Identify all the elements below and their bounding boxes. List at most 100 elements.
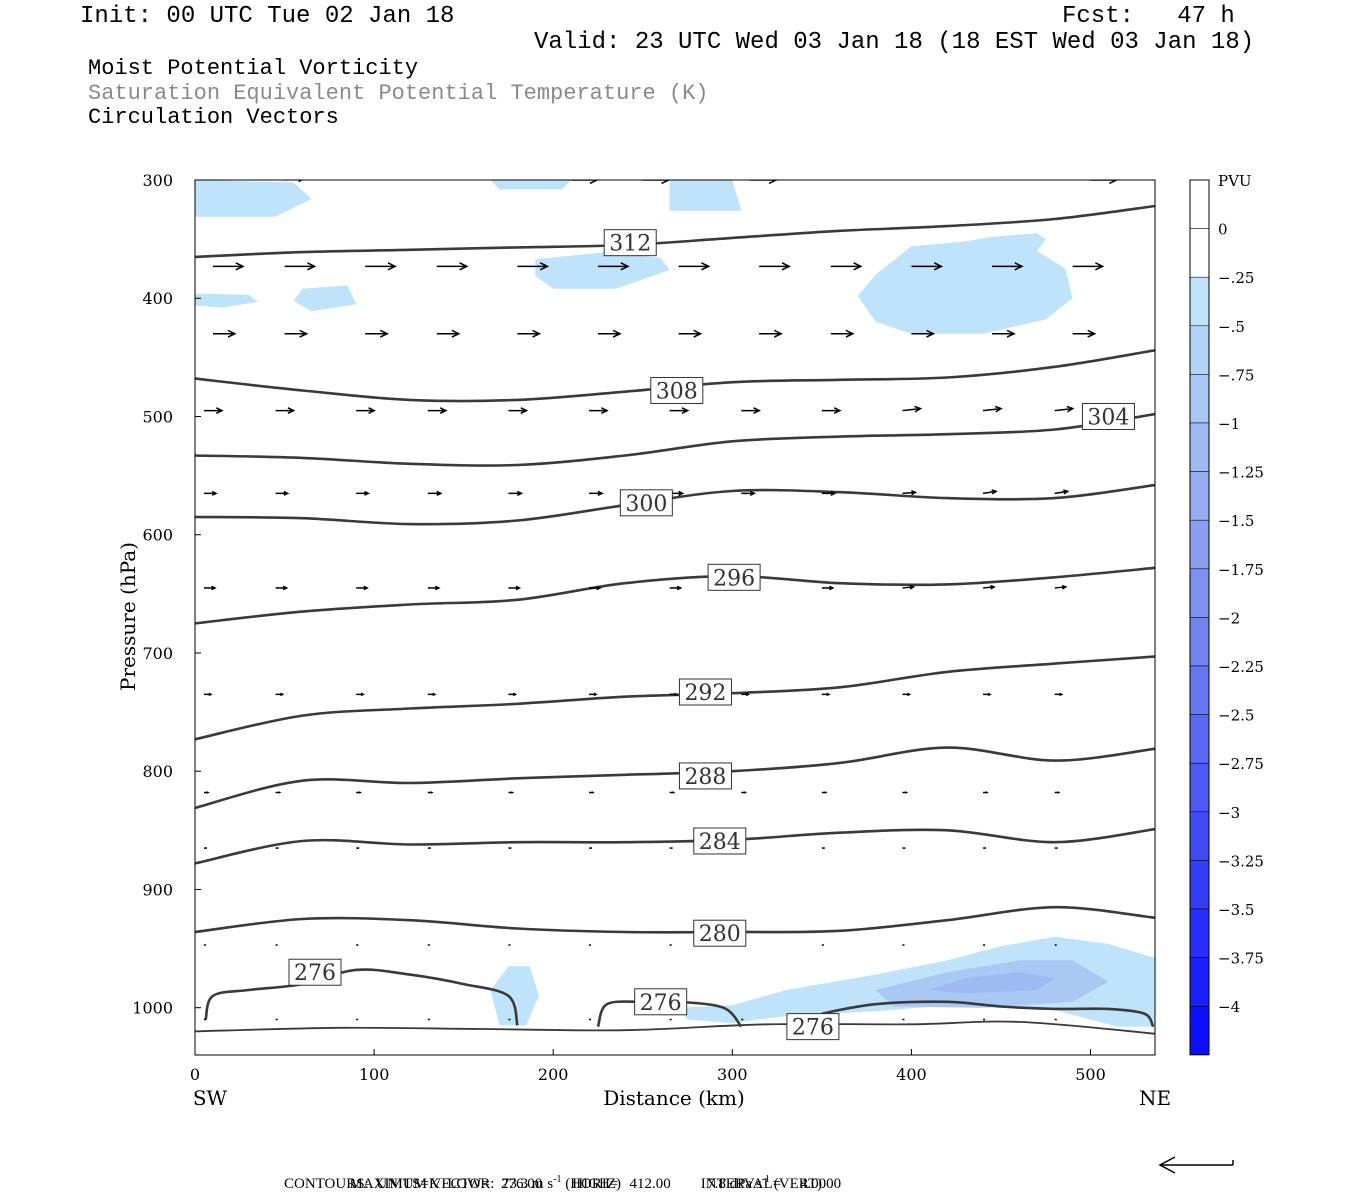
colorbar-swatch	[1189, 228, 1210, 278]
colorbar-swatch	[1189, 519, 1210, 570]
vector-arrow	[759, 262, 791, 271]
colorbar-border	[1189, 179, 1210, 1056]
vector-arrow	[902, 692, 912, 697]
title-theta-es: Saturation Equivalent Potential Temperat…	[88, 81, 709, 106]
contour-288	[195, 746, 1155, 810]
colorbar-swatch	[1189, 179, 1210, 229]
vector-arrow	[821, 490, 837, 496]
vector-arrow	[356, 407, 376, 414]
contour-label-text: 296	[713, 566, 755, 591]
theta-contours	[195, 204, 1155, 1035]
colorbar-swatch	[1189, 568, 1210, 618]
plot-frame	[194, 179, 1156, 1056]
vector-arrow	[427, 791, 434, 794]
colorbar-tick-label: −1.5	[1218, 512, 1254, 530]
contour-label-280: 280	[693, 919, 747, 947]
reference-vector-head	[1158, 1156, 1176, 1174]
colorbar-swatch	[1189, 325, 1210, 375]
vector-arrow	[1072, 329, 1097, 338]
contour-label-text: 276	[640, 991, 682, 1016]
colorbar-tick-label: −1	[1218, 415, 1240, 433]
pv-colorbar: PVU 0 −.25 −.5 −.75 −1 −1.25 −1.5 −1.75 −2 −2.25 −2…	[1189, 172, 1264, 1056]
vector-arrow	[571, 180, 599, 185]
vector-arrow	[589, 791, 595, 794]
vector-arrow	[203, 407, 224, 414]
contour-label-text: 308	[656, 379, 698, 404]
colorbar-swatch	[1189, 762, 1210, 813]
vector-arrow	[983, 791, 989, 794]
colorbar-tick-label: −1.25	[1218, 464, 1264, 482]
endpoint-ne: NE	[1139, 1086, 1171, 1110]
vector-arrow	[517, 262, 550, 271]
vector-arrow	[212, 329, 237, 338]
vector-arrow	[365, 329, 389, 338]
vector-arrow	[669, 407, 690, 414]
contour-label-312: 312	[603, 229, 657, 257]
vector-arrow	[1054, 791, 1061, 794]
contour-label-284: 284	[693, 827, 747, 855]
contour-label-text: 276	[294, 961, 336, 986]
circulation-vectors	[203, 180, 1119, 1021]
y-tick-label: 1000	[132, 999, 173, 1018]
colorbar-swatch	[1189, 714, 1210, 764]
vector-arrow	[356, 585, 369, 591]
vector-arrow	[741, 692, 750, 697]
title-circulation: Circulation Vectors	[88, 105, 339, 130]
contour-label-288: 288	[678, 762, 732, 790]
contour-label-300: 300	[619, 489, 673, 517]
vector-arrow	[1054, 489, 1070, 495]
colorbar-unit: PVU	[1218, 172, 1252, 190]
colorbar-swatch	[1189, 374, 1210, 424]
vector-arrow	[508, 407, 529, 414]
vector-arrow	[992, 329, 1016, 338]
x-axis-label: Distance (km)	[603, 1086, 745, 1110]
contour-304	[195, 412, 1155, 467]
contour-276-segment-0	[204, 968, 519, 1026]
colorbar-swatch	[1189, 665, 1210, 715]
vector-arrow	[517, 329, 542, 338]
contours-info: CONTOURS: UNITS=K LOW= 276.00 HIGH= 412.…	[284, 1176, 842, 1192]
vector-arrow	[669, 791, 676, 794]
vector-arrow	[284, 262, 317, 271]
colorbar-swatch	[1189, 471, 1210, 521]
vector-arrow	[589, 407, 609, 414]
colorbar-tick-label: −.25	[1218, 269, 1254, 287]
vector-arrow	[982, 489, 998, 495]
vector-arrow	[284, 329, 309, 338]
colorbar-tick-label: −2.75	[1218, 755, 1264, 773]
vector-arrow	[642, 180, 671, 185]
y-tick-label: 500	[142, 407, 173, 426]
vector-arrow	[508, 585, 522, 591]
vector-arrow	[902, 405, 923, 413]
vector-arrow	[427, 490, 443, 496]
pv-region-3	[535, 252, 670, 289]
vector-arrow	[365, 262, 397, 271]
vector-arrow	[983, 692, 992, 697]
colorbar-tick-label: −.5	[1218, 318, 1245, 336]
init-label: Init: 00 UTC Tue 02 Jan 18	[80, 3, 455, 30]
x-tick-label: 100	[359, 1065, 390, 1084]
vector-arrow	[508, 692, 518, 697]
max-vector-info: MAXIMUM VECTOR: 73.3 m s-1 (HORIZ) 7.8 dP…	[349, 1174, 823, 1192]
vector-arrow	[902, 489, 918, 496]
vector-arrow	[1090, 180, 1119, 185]
vector-arrow	[356, 490, 370, 496]
vector-arrow	[830, 262, 863, 271]
pv-region-0	[195, 180, 312, 217]
vector-arrow	[830, 329, 855, 338]
contour-label-text: 276	[792, 1016, 834, 1041]
vector-arrow	[275, 692, 285, 697]
contour-label-text: 284	[699, 830, 741, 855]
y-tick-label: 800	[142, 762, 173, 781]
vector-arrow	[821, 791, 828, 794]
colorbar-tick-label: −2.5	[1218, 707, 1254, 725]
colorbar-swatch	[1189, 860, 1210, 910]
vector-arrow	[678, 329, 703, 338]
vector-arrow	[275, 585, 289, 591]
vector-arrow	[741, 791, 747, 794]
reference-vector	[1158, 1156, 1234, 1174]
x-tick-label: 500	[1075, 1065, 1106, 1084]
forecast-hour: Fcst: 47 h	[1062, 3, 1235, 30]
contour-label-text: 288	[684, 765, 726, 790]
colorbar-swatch	[1189, 1005, 1210, 1056]
